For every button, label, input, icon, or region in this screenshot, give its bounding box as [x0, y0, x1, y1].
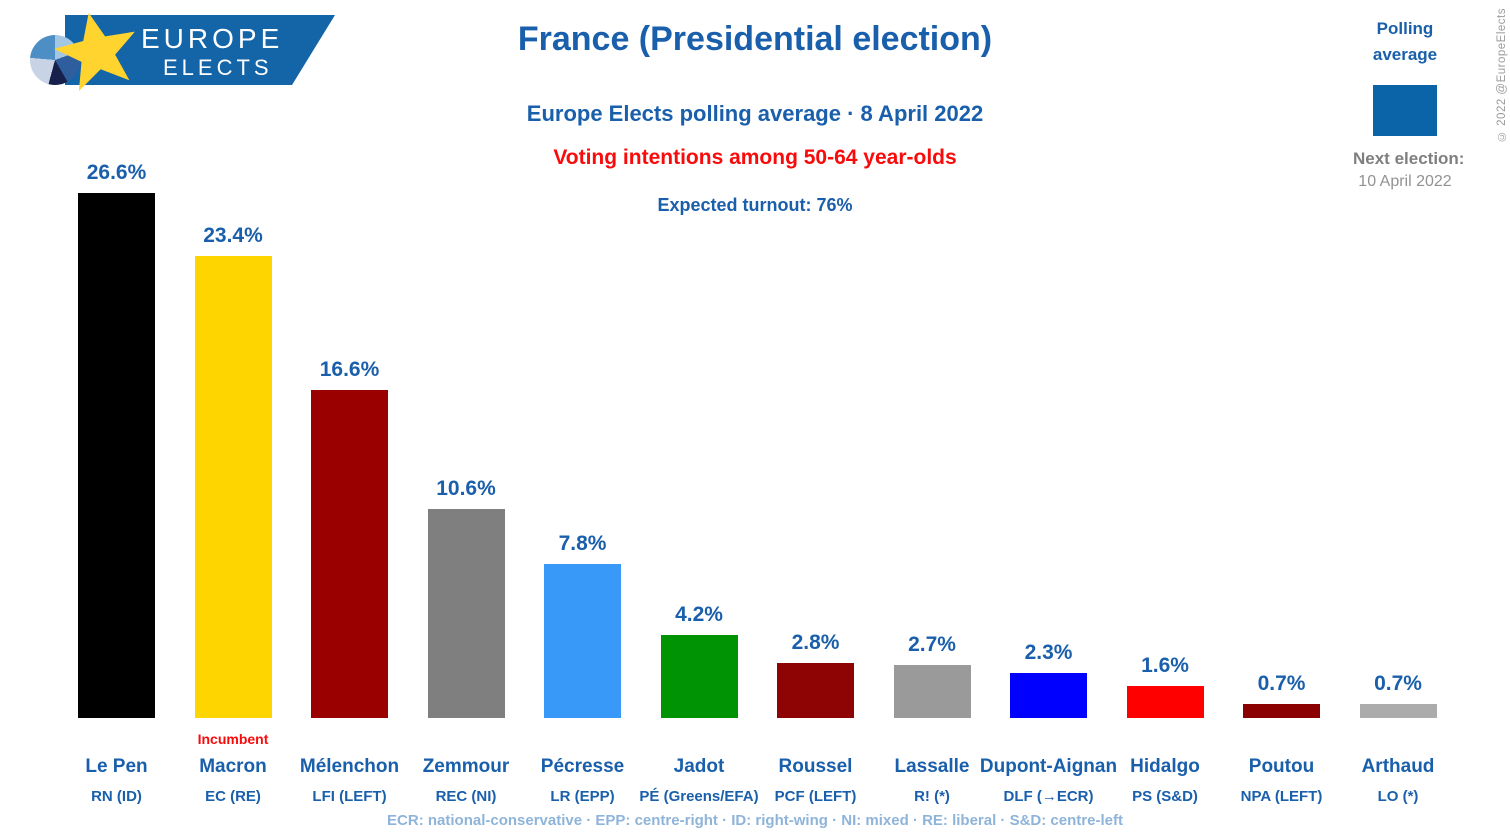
- candidate-name-le-pen: Le Pen: [85, 756, 148, 777]
- legend-title-line2: average: [1372, 45, 1438, 64]
- bar-hidalgo: [1126, 686, 1204, 718]
- bar-lassalle: [893, 665, 971, 718]
- bar-value-dupont-aignan: 2.3%: [1024, 641, 1073, 664]
- candidate-name-poutou: Poutou: [1248, 756, 1315, 777]
- bar-dupont-aignan: [1010, 673, 1087, 718]
- bar-value-le-pen: 26.6%: [86, 161, 147, 184]
- turnout-note: Expected turnout: 76%: [657, 195, 853, 215]
- party-label-lassalle: R! (*): [914, 788, 950, 805]
- bar-value-hidalgo: 1.6%: [1141, 654, 1189, 677]
- audience-note: Voting intentions among 50-64 year-olds: [553, 146, 957, 169]
- bar-value-melenchon: 16.6%: [319, 358, 380, 381]
- party-label-le-pen: RN (ID): [91, 788, 142, 805]
- logo-text-elects: ELECTS: [163, 55, 273, 80]
- bar-jadot: [660, 635, 738, 718]
- party-label-zemmour: REC (NI): [435, 788, 497, 805]
- next-election-date: 10 April 2022: [1358, 173, 1452, 190]
- party-label-melenchon: LFI (LEFT): [312, 788, 387, 805]
- party-label-hidalgo: PS (S&D): [1132, 788, 1198, 805]
- candidate-name-lassalle: Lassalle: [894, 756, 970, 777]
- polling-average-legend: Polling average Next election: 10 April …: [1353, 16, 1465, 191]
- page-title: France (Presidential election): [517, 20, 993, 58]
- bar-arthaud: [1359, 704, 1437, 718]
- bar-poutou: [1243, 704, 1320, 718]
- bar-value-jadot: 4.2%: [675, 603, 723, 626]
- bar-value-pecresse: 7.8%: [558, 532, 607, 555]
- abbreviation-key: ECR: national-conservative · EPP: centre…: [387, 812, 1123, 829]
- logo-text-europe: EUROPE: [141, 23, 284, 54]
- party-label-poutou: NPA (LEFT): [1240, 788, 1323, 805]
- bar-zemmour: [427, 509, 505, 718]
- bar-value-poutou: 0.7%: [1257, 672, 1306, 695]
- candidate-name-zemmour: Zemmour: [422, 756, 510, 777]
- next-election-label: Next election:: [1353, 149, 1465, 168]
- bar-pecresse: [544, 564, 621, 718]
- candidate-name-jadot: Jadot: [673, 756, 725, 777]
- party-label-arthaud: LO (*): [1377, 788, 1419, 805]
- candidate-name-roussel: Roussel: [778, 756, 853, 777]
- bar-value-roussel: 2.8%: [791, 631, 840, 654]
- candidate-name-macron: Macron: [199, 756, 267, 777]
- bar-value-zemmour: 10.6%: [436, 477, 496, 500]
- incumbent-tag: Incumbent: [197, 731, 269, 747]
- bar-macron: [194, 256, 272, 718]
- bar-value-macron: 23.4%: [203, 224, 263, 247]
- bar-value-lassalle: 2.7%: [908, 633, 956, 656]
- party-label-roussel: PCF (LEFT): [774, 788, 857, 805]
- pie-chart-icon: [30, 35, 80, 85]
- bar-value-arthaud: 0.7%: [1374, 672, 1422, 695]
- polling-average-swatch: [1373, 85, 1437, 136]
- party-label-macron: EC (RE): [205, 788, 261, 805]
- bar-melenchon: [311, 390, 388, 718]
- page-subtitle: Europe Elects polling average · 8 April …: [526, 101, 984, 126]
- party-label-dupont-aignan: DLF (→ECR): [1003, 788, 1094, 805]
- legend-title-line1: Polling: [1376, 19, 1434, 38]
- party-label-jadot: PÉ (Greens/EFA): [639, 788, 759, 805]
- candidate-name-melenchon: Mélenchon: [299, 756, 400, 777]
- candidate-name-dupont-aignan: Dupont-Aignan: [979, 756, 1118, 777]
- candidate-name-pecresse: Pécresse: [540, 756, 625, 777]
- bar-le-pen: [78, 193, 155, 718]
- bar-roussel: [777, 663, 854, 718]
- candidate-name-arthaud: Arthaud: [1361, 756, 1435, 777]
- party-label-pecresse: LR (EPP): [550, 788, 615, 805]
- candidate-name-hidalgo: Hidalgo: [1130, 756, 1200, 777]
